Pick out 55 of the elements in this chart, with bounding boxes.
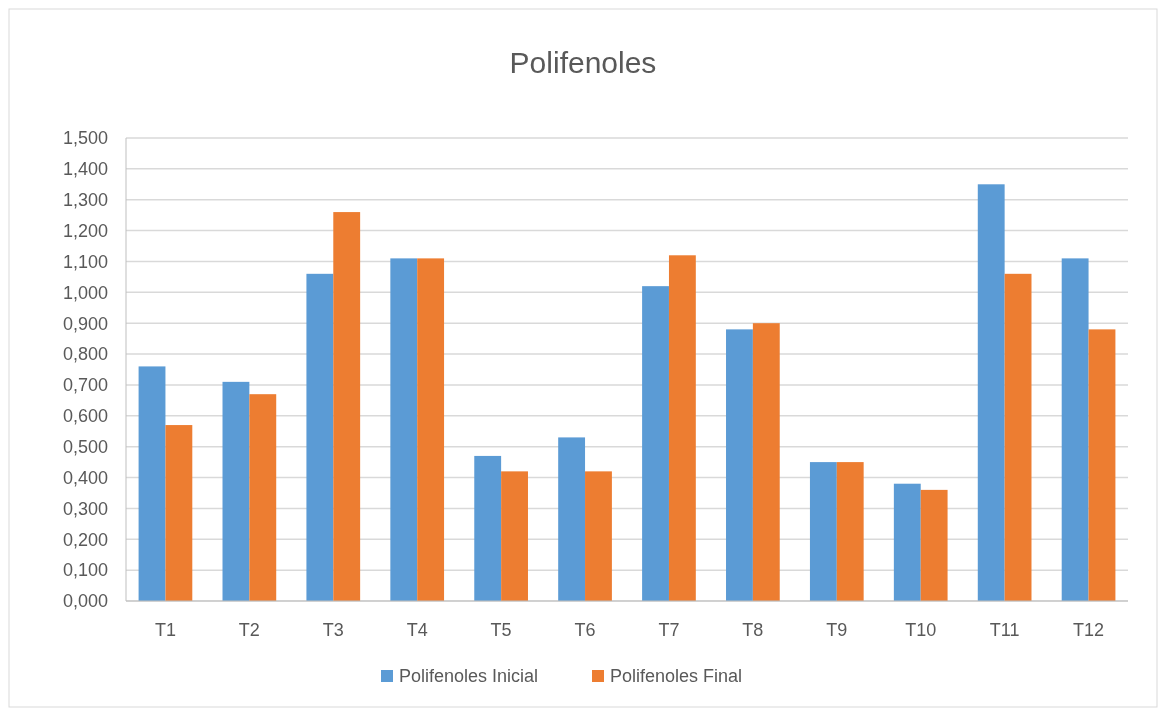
x-tick-label: T9 — [826, 620, 848, 640]
bar — [474, 455, 502, 601]
y-tick-label: 1,400 — [62, 159, 108, 180]
bar — [249, 394, 277, 601]
y-tick-label: 1,200 — [62, 220, 108, 241]
bar — [306, 273, 334, 601]
x-tick-label: T12 — [1073, 620, 1105, 640]
bar — [920, 489, 948, 601]
bar — [642, 286, 669, 601]
bar — [726, 329, 753, 601]
bar — [138, 366, 166, 601]
y-tick-label: 0,700 — [62, 375, 108, 396]
y-tick-label: 0,200 — [62, 529, 108, 550]
x-tick-label: T2 — [238, 620, 260, 640]
y-tick-label: 1,100 — [62, 251, 108, 272]
bar — [893, 483, 921, 601]
bar — [390, 258, 418, 601]
x-tick-label: T5 — [490, 620, 512, 640]
bar — [977, 184, 1005, 601]
x-tick-label: T1 — [154, 620, 176, 640]
x-tick-label: T4 — [406, 620, 428, 640]
y-tick-label: 0,300 — [62, 498, 108, 519]
y-tick-label: 0,100 — [62, 560, 108, 581]
y-tick-label: 1,500 — [62, 128, 108, 149]
y-tick-label: 0,400 — [62, 467, 108, 488]
bar — [585, 471, 612, 601]
y-tick-label: 0,900 — [62, 313, 108, 334]
y-tick-label: 0,800 — [62, 344, 108, 365]
bar — [809, 462, 837, 601]
bar — [752, 323, 780, 601]
bar — [501, 471, 528, 601]
bar — [333, 212, 361, 601]
y-tick-label: 0,500 — [62, 436, 108, 457]
bar — [668, 255, 696, 601]
chart-title: Polifenoles — [509, 46, 657, 79]
bar — [1088, 329, 1116, 601]
bar — [417, 258, 445, 601]
x-tick-label: T7 — [658, 620, 680, 640]
bar — [222, 381, 250, 601]
bar — [165, 425, 193, 601]
legend-label: Polifenoles Final — [610, 666, 743, 687]
bar — [1061, 258, 1089, 601]
y-tick-label: 0,000 — [62, 591, 108, 612]
x-tick-label: T8 — [742, 620, 764, 640]
bar — [1004, 273, 1032, 601]
x-tick-label: T10 — [905, 620, 937, 640]
bar — [836, 462, 864, 601]
x-tick-label: T3 — [322, 620, 344, 640]
bar — [558, 437, 586, 601]
y-tick-label: 0,600 — [62, 406, 108, 427]
y-tick-label: 1,000 — [62, 282, 108, 303]
legend-label: Polifenoles Inicial — [399, 666, 539, 687]
x-tick-label: T11 — [989, 620, 1020, 640]
y-tick-label: 1,300 — [62, 190, 108, 211]
x-tick-label: T6 — [574, 620, 596, 640]
